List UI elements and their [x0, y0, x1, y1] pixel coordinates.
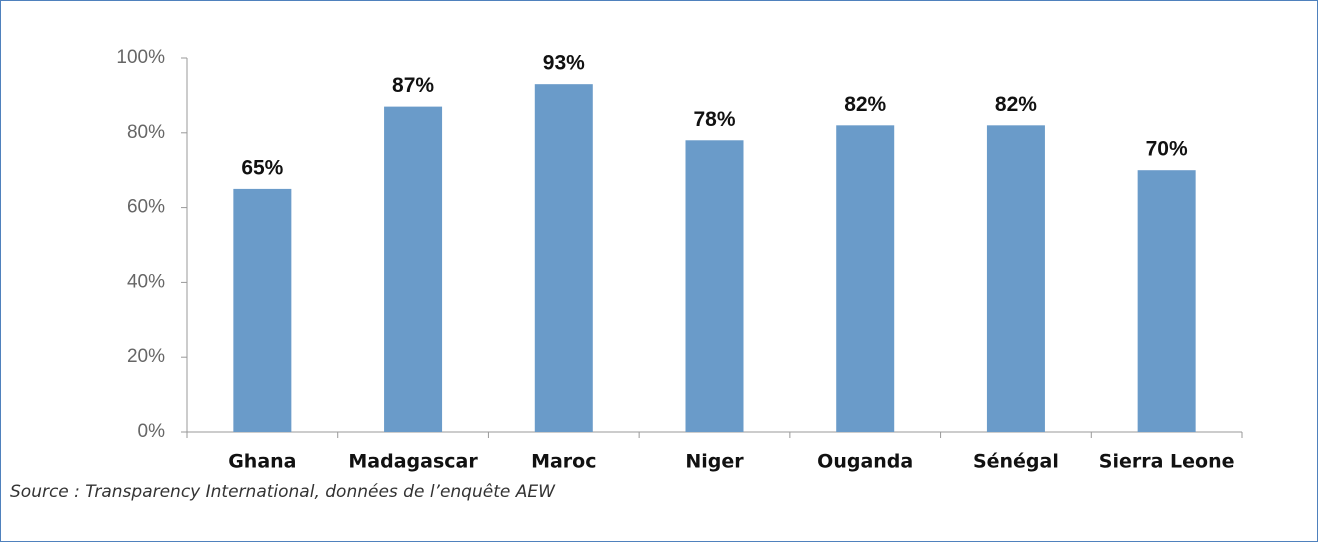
y-tick-label: 0%	[138, 421, 166, 442]
bar	[836, 125, 895, 432]
y-tick-label: 20%	[127, 346, 165, 367]
value-label: 93%	[543, 52, 585, 75]
x-tick-label: Ouganda	[817, 451, 913, 473]
bar	[685, 140, 744, 432]
value-label: 82%	[844, 93, 886, 116]
bar	[384, 106, 443, 433]
source-note: Source : Transparency International, don…	[10, 482, 556, 502]
x-tick-label: Niger	[685, 451, 744, 473]
bar	[986, 125, 1045, 432]
value-label: 78%	[693, 108, 735, 131]
x-tick-label: Sierra Leone	[1099, 451, 1235, 473]
x-tick-label: Madagascar	[348, 451, 478, 473]
bar	[1137, 170, 1196, 432]
value-label: 70%	[1146, 138, 1188, 161]
bar	[534, 84, 593, 433]
y-tick-label: 60%	[127, 197, 165, 218]
value-label: 65%	[241, 156, 283, 179]
y-tick-label: 80%	[127, 122, 165, 143]
value-label: 87%	[392, 74, 434, 97]
x-tick-label: Maroc	[531, 451, 596, 473]
value-label: 82%	[995, 93, 1037, 116]
y-tick-label: 100%	[116, 47, 165, 68]
x-tick-label: Ghana	[228, 451, 296, 473]
bar	[233, 188, 292, 432]
x-tick-label: Sénégal	[973, 451, 1059, 473]
y-tick-label: 40%	[127, 271, 165, 292]
